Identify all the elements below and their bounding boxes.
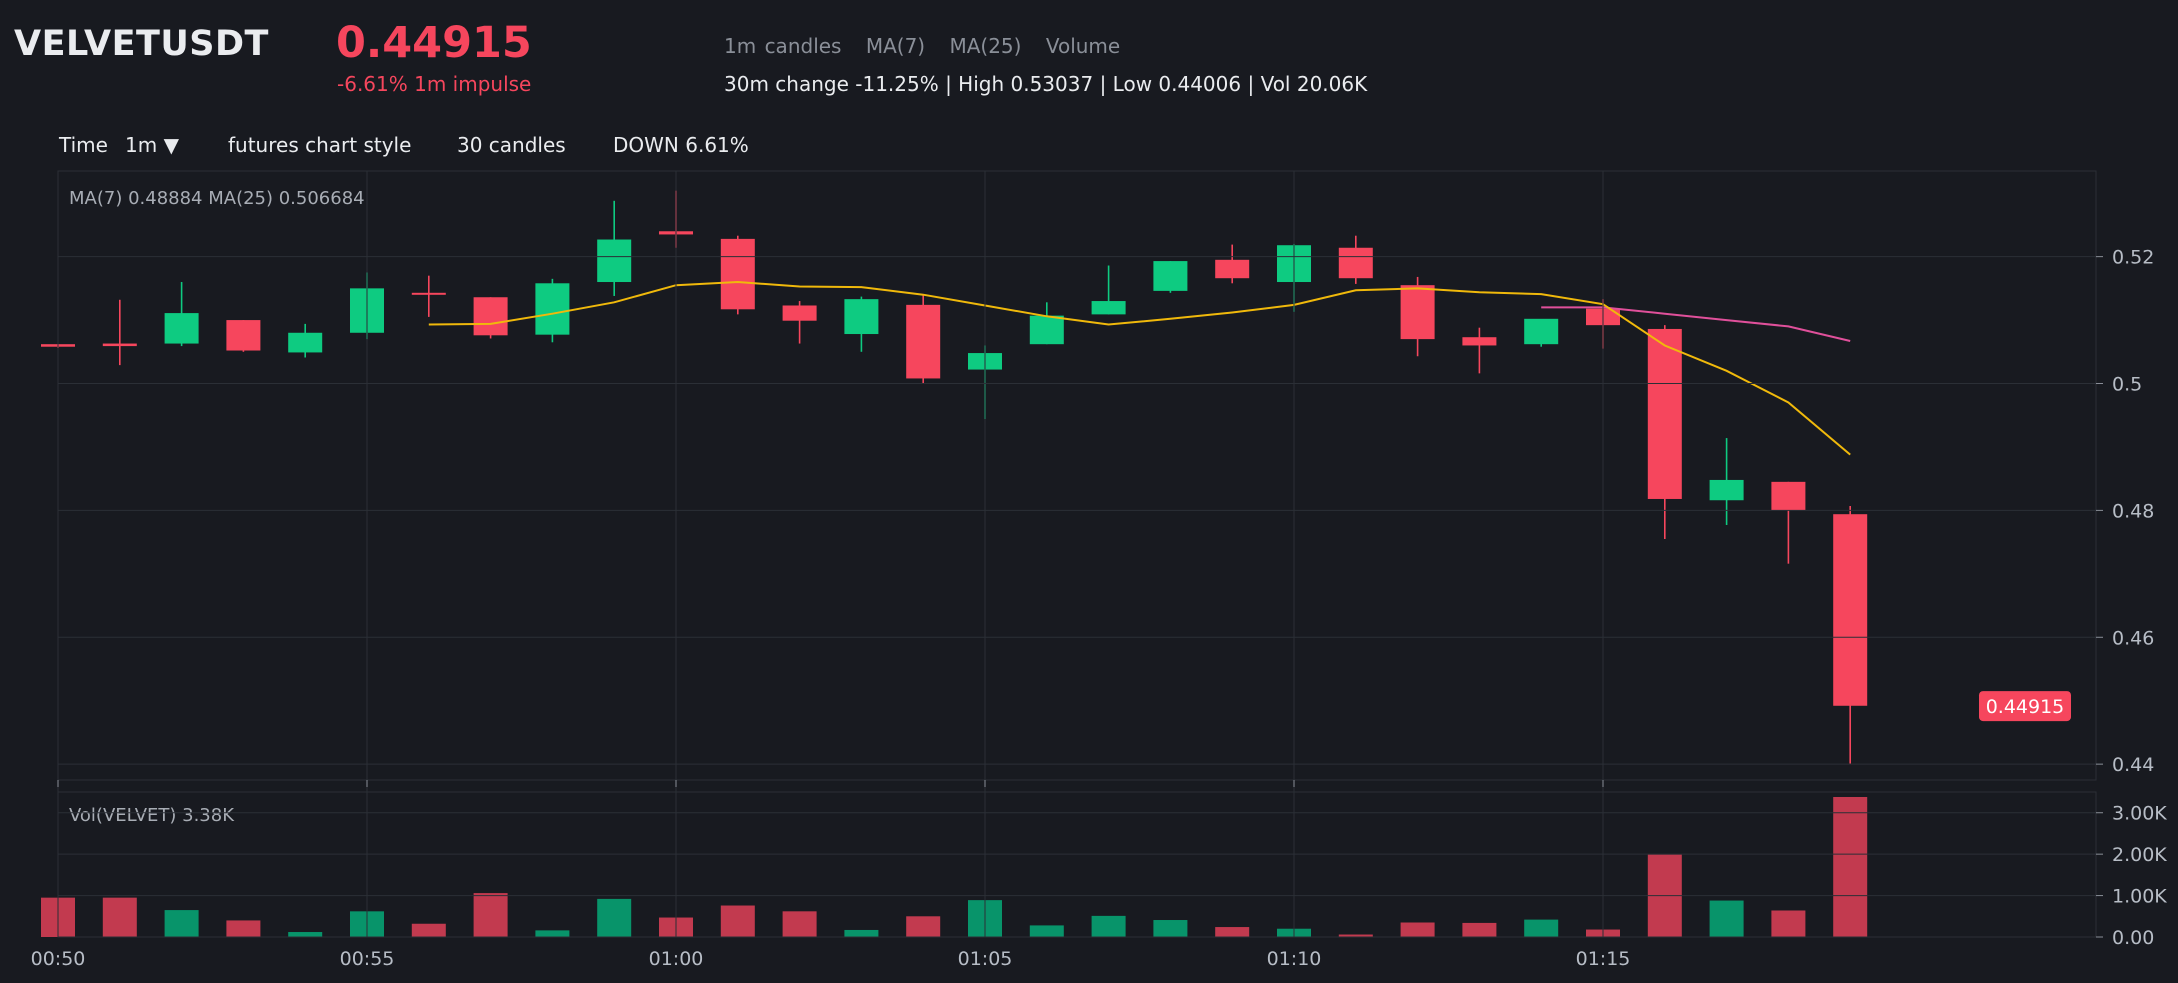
volume-panel[interactable]: Vol(VELVET) 3.38K <box>41 797 1868 937</box>
volume-bar <box>1771 910 1806 937</box>
candle-body <box>906 304 941 379</box>
volume-bar <box>597 898 632 937</box>
candle-body <box>1647 328 1682 499</box>
candle-body <box>597 239 632 283</box>
candle-body <box>1338 247 1373 279</box>
candle-body <box>164 313 199 344</box>
price-tick-label: 0.46 <box>2112 627 2154 649</box>
volume-bar <box>1400 922 1435 937</box>
meta-candles: 1m candles <box>724 34 842 58</box>
time-tick-label: 01:05 <box>958 948 1013 970</box>
chart-style-toggle[interactable]: futures chart style <box>228 133 412 157</box>
volume-bar <box>535 930 570 937</box>
last-price-badge <box>1979 691 2071 722</box>
price-panel-frame <box>57 170 2097 781</box>
volume-bar <box>1215 927 1250 937</box>
impulse-change: -6.61% 1m impulse <box>337 72 532 96</box>
volume-bar <box>288 932 323 937</box>
candle-count[interactable]: 30 candles <box>457 133 566 157</box>
last-price: 0.44915 <box>336 18 532 68</box>
last-price-badge-label: 0.44915 <box>1986 696 2065 718</box>
volume-bar <box>844 929 879 937</box>
candle-body <box>1029 315 1064 345</box>
candle-body <box>1215 259 1250 279</box>
volume-bar <box>1709 900 1744 937</box>
meta-volume: Volume <box>1045 34 1121 58</box>
volume-bar <box>102 897 137 937</box>
volume-bar <box>164 910 199 937</box>
volume-bar <box>720 905 755 937</box>
session-stats: 30m change -11.25% | High 0.53037 | Low … <box>724 72 1368 96</box>
volume-tick-label: 0.00 <box>2112 927 2154 949</box>
candle-body <box>535 283 570 335</box>
candle-body <box>1400 285 1435 340</box>
time-tick-label: 00:50 <box>31 948 86 970</box>
interval-dropdown[interactable]: 1m ▼ <box>125 133 179 157</box>
price-tick-label: 0.48 <box>2112 500 2154 522</box>
time-label: Time <box>59 133 108 157</box>
chart-axes: 0.44 0.46 0.48 0.5 0.52 0.00 1.00K 2.00K 3.00K 00… <box>31 170 2167 970</box>
volume-bar <box>1462 922 1497 937</box>
volume-bar <box>906 916 941 937</box>
candle-body <box>1833 514 1868 706</box>
volume-legend: Vol(VELVET) 3.38K <box>69 805 235 826</box>
candle-body <box>782 305 817 321</box>
symbol-title: VELVETUSDT <box>14 24 269 64</box>
price-tick-label: 0.52 <box>2112 247 2154 269</box>
candle-body <box>288 332 323 353</box>
candle-body <box>1771 481 1806 511</box>
time-tick-label: 01:10 <box>1267 948 1322 970</box>
price-panel[interactable]: MA(7) 0.48884 MA(25) 0.506684 <box>41 188 1868 764</box>
price-tick-label: 0.5 <box>2112 374 2142 396</box>
meta-ma7: MA(7) <box>865 34 926 58</box>
volume-bar <box>1091 915 1126 937</box>
candle-body <box>720 238 755 310</box>
volume-tick-label: 2.00K <box>2112 844 2167 866</box>
ma7-line <box>428 280 1851 456</box>
candle-body <box>1153 261 1188 291</box>
candle-body <box>411 292 446 295</box>
volume-bar <box>473 893 508 937</box>
volume-bar <box>1338 934 1373 937</box>
time-tick-label: 00:55 <box>340 948 395 970</box>
ma25-line <box>1541 306 1851 342</box>
volume-bar <box>1524 919 1559 937</box>
candle-body <box>226 320 261 351</box>
volume-bar <box>411 923 446 937</box>
chart-meta-legend: 1m candles MA(7) MA(25) Volume <box>724 34 1136 58</box>
volume-tick-label: 3.00K <box>2112 803 2167 825</box>
time-tick-label: 01:15 <box>1576 948 1631 970</box>
candle-body <box>1524 318 1559 345</box>
candle-body <box>1709 479 1744 501</box>
candle-body <box>473 297 508 336</box>
candle-body <box>102 343 137 347</box>
direction-badge: DOWN 6.61% <box>613 133 749 157</box>
volume-bar <box>226 920 261 937</box>
meta-ma25: MA(25) <box>949 34 1022 58</box>
volume-bar <box>1029 925 1064 937</box>
volume-tick-label: 1.00K <box>2112 886 2167 908</box>
volume-bar <box>1153 920 1188 937</box>
time-tick-label: 01:00 <box>649 948 704 970</box>
candle-body <box>844 299 879 335</box>
volume-bar <box>782 911 817 937</box>
volume-bar <box>1833 797 1868 937</box>
ma-legend: MA(7) 0.48884 MA(25) 0.506684 <box>69 188 365 209</box>
candle-body <box>1462 337 1497 346</box>
price-tick-label: 0.44 <box>2112 754 2154 776</box>
candle-body <box>1091 301 1126 315</box>
